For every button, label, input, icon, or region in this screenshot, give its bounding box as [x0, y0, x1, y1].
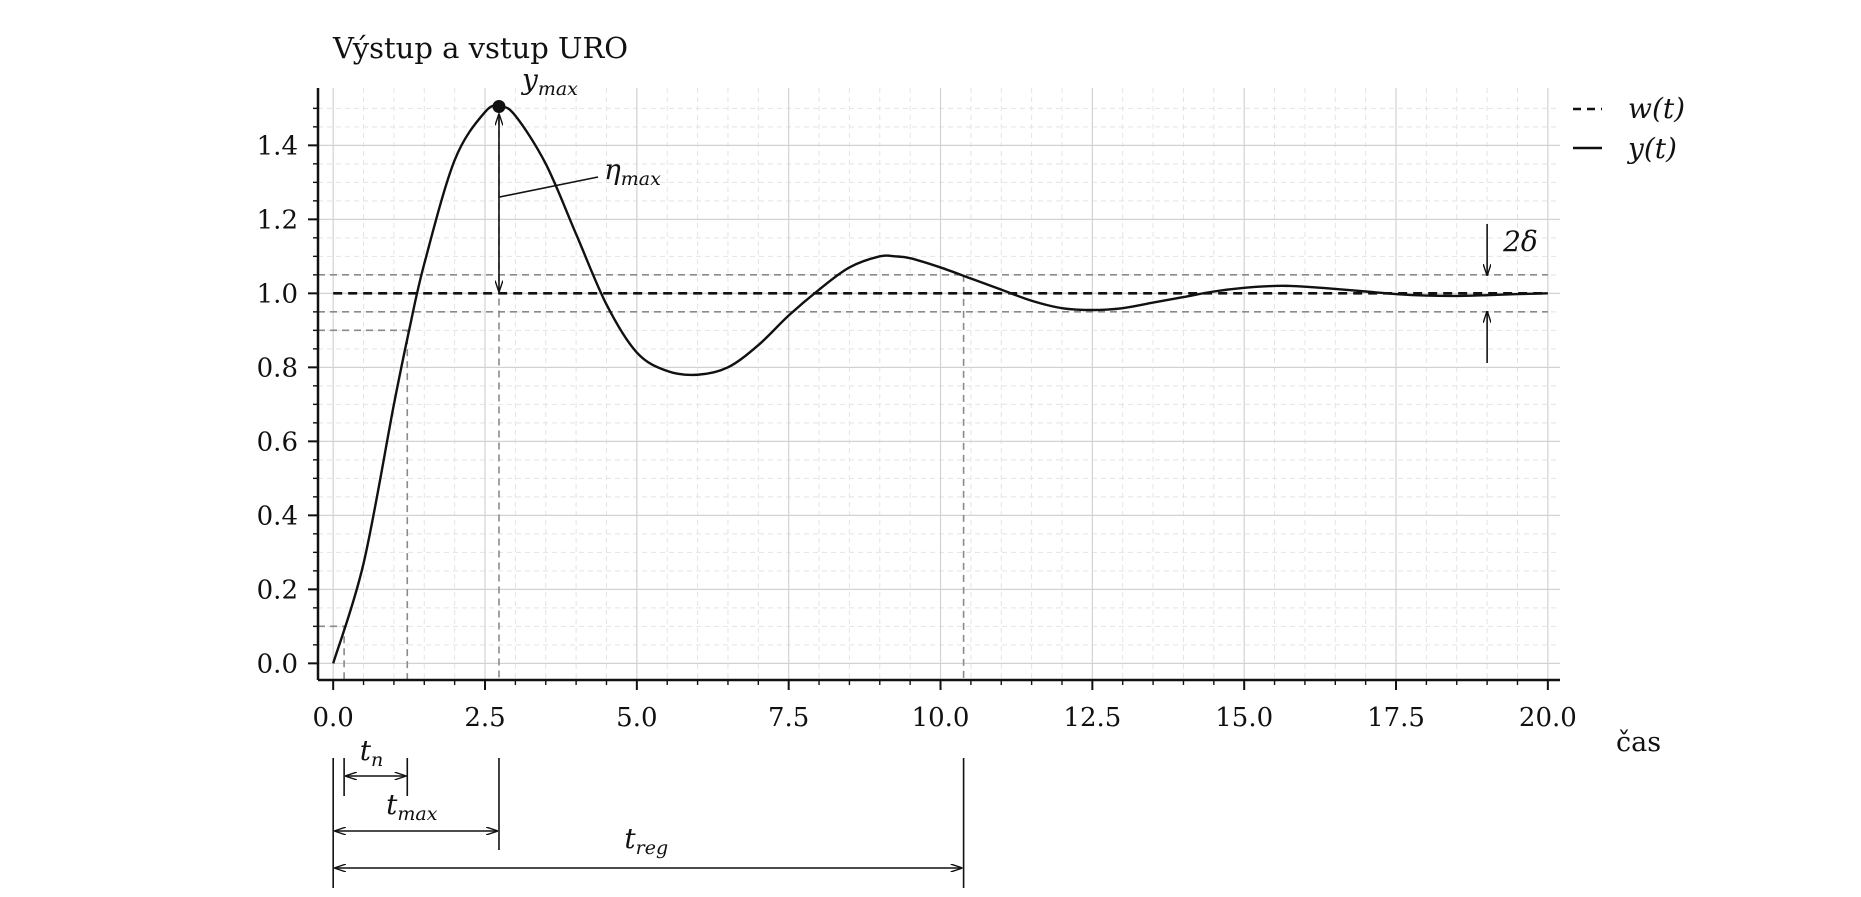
- legend-label-w: w(t): [1628, 92, 1685, 125]
- eta-max-label: ηmax: [604, 153, 661, 190]
- grid: [318, 88, 1560, 680]
- x-tick-label: 0.0: [313, 703, 354, 733]
- x-tick-label: 7.5: [768, 703, 809, 733]
- tn-label: tn: [360, 734, 384, 771]
- y-tick-label: 0.4: [257, 501, 298, 531]
- legend: w(t) y(t): [1573, 92, 1685, 165]
- ymax-point: [492, 100, 506, 113]
- chart-title: Výstup a vstup URO: [332, 31, 628, 65]
- guide-lines: [318, 106, 1548, 680]
- y-tick-label: 1.4: [257, 131, 298, 161]
- y-tick-label: 1.2: [257, 205, 298, 235]
- y-tick-label: 0.2: [257, 575, 298, 605]
- axes: 0.0 2.5 5.0 7.5 10.0 12.5 15.0 17.5 20.0 0.0 0.2 0.…: [257, 88, 1577, 733]
- series-layer: [332, 104, 1548, 664]
- ymax-label: ymax: [520, 63, 578, 100]
- x-tick-label: 5.0: [616, 703, 657, 733]
- y-tick-label: 0.6: [257, 427, 298, 457]
- two-delta-label: 2δ: [1502, 225, 1538, 258]
- guide-t-n: [318, 329, 409, 680]
- tmax-label: tmax: [386, 788, 438, 825]
- x-tick-label: 20.0: [1519, 703, 1577, 733]
- series-y-line: [332, 104, 1548, 664]
- y-tick-label: 0.0: [257, 649, 298, 679]
- eta-max-leader: [498, 176, 599, 198]
- x-tick-label: 10.0: [912, 703, 970, 733]
- guide-t-start: [318, 625, 345, 680]
- x-tick-label: 12.5: [1063, 703, 1121, 733]
- treg-label: treg: [624, 822, 668, 859]
- y-tick-label: 1.0: [257, 279, 298, 309]
- x-tick-label: 17.5: [1367, 703, 1425, 733]
- y-tick-label: 0.8: [257, 353, 298, 383]
- legend-label-y: y(t): [1626, 132, 1677, 165]
- x-tick-label: 15.0: [1215, 703, 1273, 733]
- x-axis-label: čas: [1616, 727, 1661, 758]
- x-tick-label: 2.5: [464, 703, 505, 733]
